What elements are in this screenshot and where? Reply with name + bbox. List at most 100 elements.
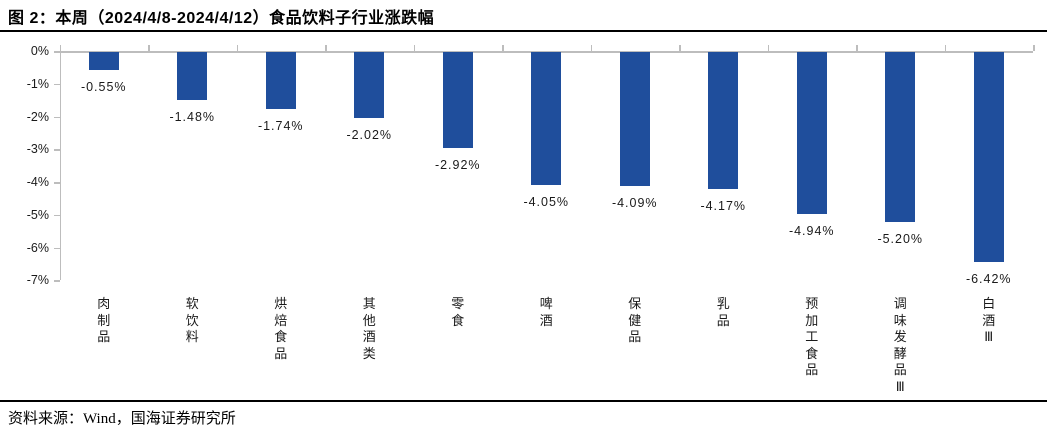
category-char: 烘 [274,296,288,311]
y-axis-tick [53,280,60,282]
x-axis-tick [325,45,327,51]
category-char: 食 [451,312,465,328]
category-char: 食 [805,345,819,361]
bar [796,52,827,214]
category-char: 调 [893,296,907,311]
category-label: 预加工食品 [801,296,823,379]
bar-value-label: -4.09% [611,195,658,210]
category-char: 加 [805,312,819,328]
category-char: 酵 [893,345,907,361]
x-axis-tick [590,45,592,51]
chart-area: 0% -1% -2% -3% -4% -5% -6% -7% -0.55% 肉制品 -1.48% 软饮… [0,32,1047,400]
y-axis-tick-label: 0% [30,44,49,58]
y-axis-tick [53,149,60,151]
category-char: 肉 [97,296,111,311]
y-axis-tick-label: -5% [26,207,49,222]
category-label: 肉制品 [93,296,115,346]
bar-value-label: -2.92% [434,157,481,172]
category-char: 类 [362,345,376,361]
category-char: 发 [893,329,907,344]
bar-value-label: -6.42% [965,272,1012,287]
y-axis-tick [53,51,60,53]
footer-rule [0,400,1047,402]
category-char: 食 [274,329,288,344]
x-axis-tick [944,45,946,51]
y-axis-tick [53,83,60,86]
bar [708,52,739,189]
category-label: 保健品 [624,296,646,346]
bar-value-label: -4.17% [700,198,747,213]
y-axis-tick-label: -7% [26,273,49,288]
category-char: 品 [97,329,111,344]
bar [619,52,650,186]
y-axis-line [59,45,61,281]
bar [177,52,208,101]
category-char: 白 [982,296,996,311]
bar [442,52,473,148]
category-char: 工 [805,329,819,344]
category-label: 啤酒 [535,296,557,329]
category-label: 其他酒类 [358,296,380,362]
bar-value-label: -2.02% [346,128,393,143]
y-axis-tick-label: -2% [26,109,49,124]
y-axis-tick-label: -1% [26,76,49,91]
x-axis-tick [856,45,858,51]
category-label: 烘焙食品 [270,296,292,362]
category-char: 酒 [982,312,996,328]
category-char: 软 [185,296,199,311]
category-char: 品 [805,362,819,377]
bar-value-label: -4.05% [523,194,570,209]
x-axis-tick [502,45,504,51]
figure-title: 图 2：本周（2024/4/8-2024/4/12）食品饮料子行业涨跌幅 [8,10,435,27]
category-char: 健 [628,312,642,328]
category-char: 料 [185,329,199,344]
x-axis-tick [1033,45,1035,51]
category-char: 零 [451,296,465,311]
bar-value-label: -0.55% [80,80,127,94]
category-char: 品 [716,312,730,328]
bar [88,52,119,70]
category-char: 他 [362,312,376,328]
category-char: 焙 [274,312,288,328]
category-char: 保 [628,296,642,311]
bar [531,52,562,185]
x-axis-line [59,51,1033,53]
category-char: 酒 [539,312,553,328]
category-char: 品 [274,345,288,361]
x-axis-tick [413,45,415,51]
y-axis-tick [53,214,60,217]
y-axis-tick-label: -6% [26,240,49,255]
category-char: 饮 [185,312,199,328]
bar [973,52,1004,263]
x-axis-tick [679,45,681,51]
category-char: Ⅲ [895,378,905,394]
category-char: 啤 [539,296,553,311]
x-axis-tick [236,45,238,51]
category-char: 品 [628,329,642,344]
y-axis-tick [53,182,60,184]
x-axis-tick [767,45,769,51]
category-char: 制 [97,312,111,328]
source-note: 资料来源：Wind，国海证券研究所 [8,411,236,427]
category-label: 乳品 [712,296,734,329]
category-char: 预 [805,296,819,311]
bar-value-label: -5.20% [877,232,924,247]
category-char: 酒 [362,329,376,344]
category-char: 品 [893,362,907,377]
bar-value-label: -1.48% [169,110,216,125]
bar [354,52,385,119]
x-axis-tick [148,45,150,51]
bar [265,52,296,109]
y-axis-tick-label: -4% [26,175,49,189]
category-label: 零食 [447,296,469,329]
category-char: 乳 [716,296,730,311]
bar [885,52,916,223]
y-axis-tick [53,116,60,118]
bar-value-label: -4.94% [788,223,835,238]
category-char: 其 [362,296,376,311]
bar-value-label: -1.74% [257,118,304,133]
category-char: Ⅲ [984,329,994,344]
